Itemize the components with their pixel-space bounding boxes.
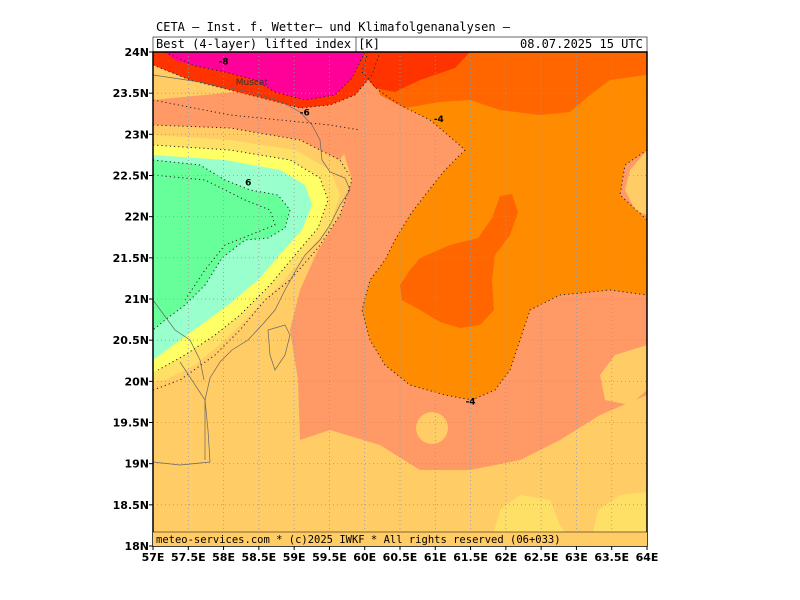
lon-tick-label: 61E bbox=[424, 551, 447, 564]
lat-tick-label: 21.5N bbox=[113, 252, 149, 265]
footer-strip bbox=[153, 532, 647, 546]
lon-tick-label: 58.5E bbox=[242, 551, 277, 564]
lat-tick-label: 24N bbox=[124, 46, 149, 59]
lat-tick-label: 22.5N bbox=[113, 170, 149, 183]
lat-tick-label: 20N bbox=[124, 375, 149, 388]
lat-tick-label: 18.5N bbox=[113, 499, 149, 512]
lon-tick-label: 63E bbox=[565, 551, 588, 564]
lat-tick-label: 19N bbox=[124, 458, 149, 471]
lon-tick-label: 57.5E bbox=[171, 551, 206, 564]
coastline bbox=[152, 74, 351, 466]
lon-tick-label: 63.5E bbox=[594, 551, 629, 564]
lon-tick-label: 62E bbox=[494, 551, 517, 564]
lat-tick-label: 18N bbox=[124, 540, 149, 553]
contour-labels: -8 -6 -4 6 -4 Muscat bbox=[219, 57, 476, 407]
lon-tick-label: 64E bbox=[636, 551, 659, 564]
parameter-title: Best (4-layer) lifted index [K] bbox=[156, 37, 380, 51]
lat-tick-label: 23.5N bbox=[113, 87, 149, 100]
contour-value-label: -6 bbox=[300, 108, 310, 118]
lat-tick-label: 23N bbox=[124, 128, 149, 141]
lon-tick-label: 59E bbox=[283, 551, 306, 564]
valid-time: 08.07.2025 15 UTC bbox=[520, 37, 643, 51]
lat-tick-label: 22N bbox=[124, 211, 149, 224]
contour-value-label: -8 bbox=[219, 57, 229, 67]
header-box bbox=[152, 36, 648, 53]
lon-tick-label: 61.5E bbox=[453, 551, 488, 564]
lon-tick-label: 57E bbox=[142, 551, 165, 564]
contour-value-label: -4 bbox=[434, 115, 444, 125]
source-title: CETA — Inst. f. Wetter— und Klimafolgena… bbox=[156, 20, 511, 34]
filled-contours bbox=[153, 52, 647, 546]
lat-tick-label: 20.5N bbox=[113, 334, 149, 347]
lat-tick-label: 21N bbox=[124, 293, 149, 306]
lat-tick-label: 19.5N bbox=[113, 417, 149, 430]
lon-tick-label: 60E bbox=[353, 551, 376, 564]
lon-tick-label: 58E bbox=[212, 551, 235, 564]
contour-lines bbox=[153, 52, 647, 401]
axis-ticks: 57E 57.5E 58E 58.5E 59E 59.5E 60E 60.5E 61E 61.5E… bbox=[113, 46, 659, 564]
lon-tick-label: 62.5E bbox=[524, 551, 559, 564]
lon-tick-label: 60.5E bbox=[383, 551, 418, 564]
contour-value-label: -4 bbox=[466, 397, 476, 407]
copyright-footer: meteo-services.com * (c)2025 IWKF * All … bbox=[156, 534, 561, 546]
lon-tick-label: 59.5E bbox=[312, 551, 347, 564]
contour-value-label: 6 bbox=[245, 178, 251, 188]
city-label: Muscat bbox=[236, 78, 269, 88]
